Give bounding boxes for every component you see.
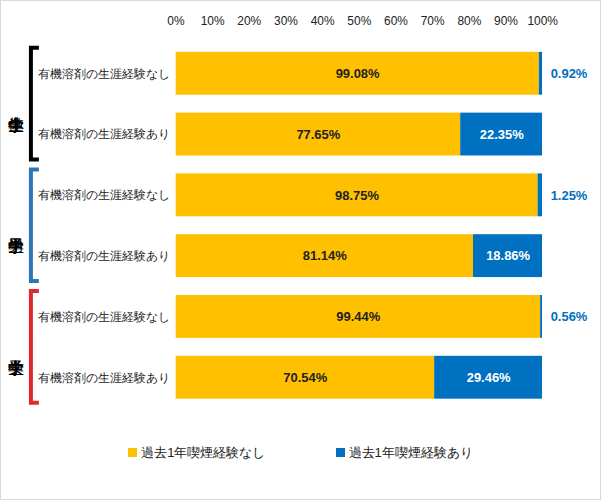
html-text:中学生全体: 中学生全体 [7, 103, 25, 104]
html-text:男子中学生: 男子中学生 [7, 225, 25, 226]
svg-text:有機溶剤の生涯経験なし: 有機溶剤の生涯経験なし [38, 310, 170, 324]
svg-text:有機溶剤の生涯経験なし: 有機溶剤の生涯経験なし [38, 67, 170, 81]
svg-text:男子中学生: 男子中学生 [8, 238, 24, 255]
svg-text:有機溶剤の生涯経験あり: 有機溶剤の生涯経験あり [38, 127, 170, 141]
svg-text:90%: 90% [494, 14, 518, 28]
svg-text:99.44%: 99.44% [336, 309, 380, 324]
svg-text:有機溶剤の生涯経験あり: 有機溶剤の生涯経験あり [38, 249, 170, 263]
svg-text:100%: 100% [527, 14, 558, 28]
svg-text:60%: 60% [384, 14, 408, 28]
html-text:過去1年喫煙経験なし: 過去1年喫煙経験なし [141, 444, 266, 460]
html-text:過去1年喫煙経験あり: 過去1年喫煙経験あり [348, 444, 473, 460]
svg-text:80%: 80% [457, 14, 481, 28]
svg-text:0.56%: 0.56% [551, 309, 588, 324]
svg-text:20%: 20% [237, 14, 261, 28]
svg-text:29.46%: 29.46% [467, 370, 511, 385]
html-text:女子中学生: 女子中学生 [7, 346, 25, 347]
svg-text:女子中学生: 女子中学生 [8, 360, 24, 377]
svg-text:有機溶剤の生涯経験あり: 有機溶剤の生涯経験あり [38, 371, 170, 385]
svg-text:有機溶剤の生涯経験なし: 有機溶剤の生涯経験なし [38, 188, 170, 202]
svg-text:98.75%: 98.75% [335, 187, 379, 202]
svg-text:30%: 30% [274, 14, 298, 28]
svg-text:10%: 10% [201, 14, 225, 28]
svg-text:40%: 40% [311, 14, 335, 28]
svg-text:0.92%: 0.92% [551, 66, 588, 81]
svg-text:18.86%: 18.86% [486, 248, 530, 263]
svg-text:22.35%: 22.35% [480, 127, 524, 142]
svg-text:81.14%: 81.14% [303, 248, 347, 263]
svg-text:70%: 70% [421, 14, 445, 28]
svg-text:中学生全体: 中学生全体 [8, 117, 24, 134]
svg-text:77.65%: 77.65% [296, 127, 340, 142]
svg-text:1.25%: 1.25% [551, 187, 588, 202]
svg-text:50%: 50% [347, 14, 371, 28]
svg-text:99.08%: 99.08% [336, 66, 380, 81]
svg-text:0%: 0% [167, 14, 185, 28]
svg-text:70.54%: 70.54% [283, 370, 327, 385]
